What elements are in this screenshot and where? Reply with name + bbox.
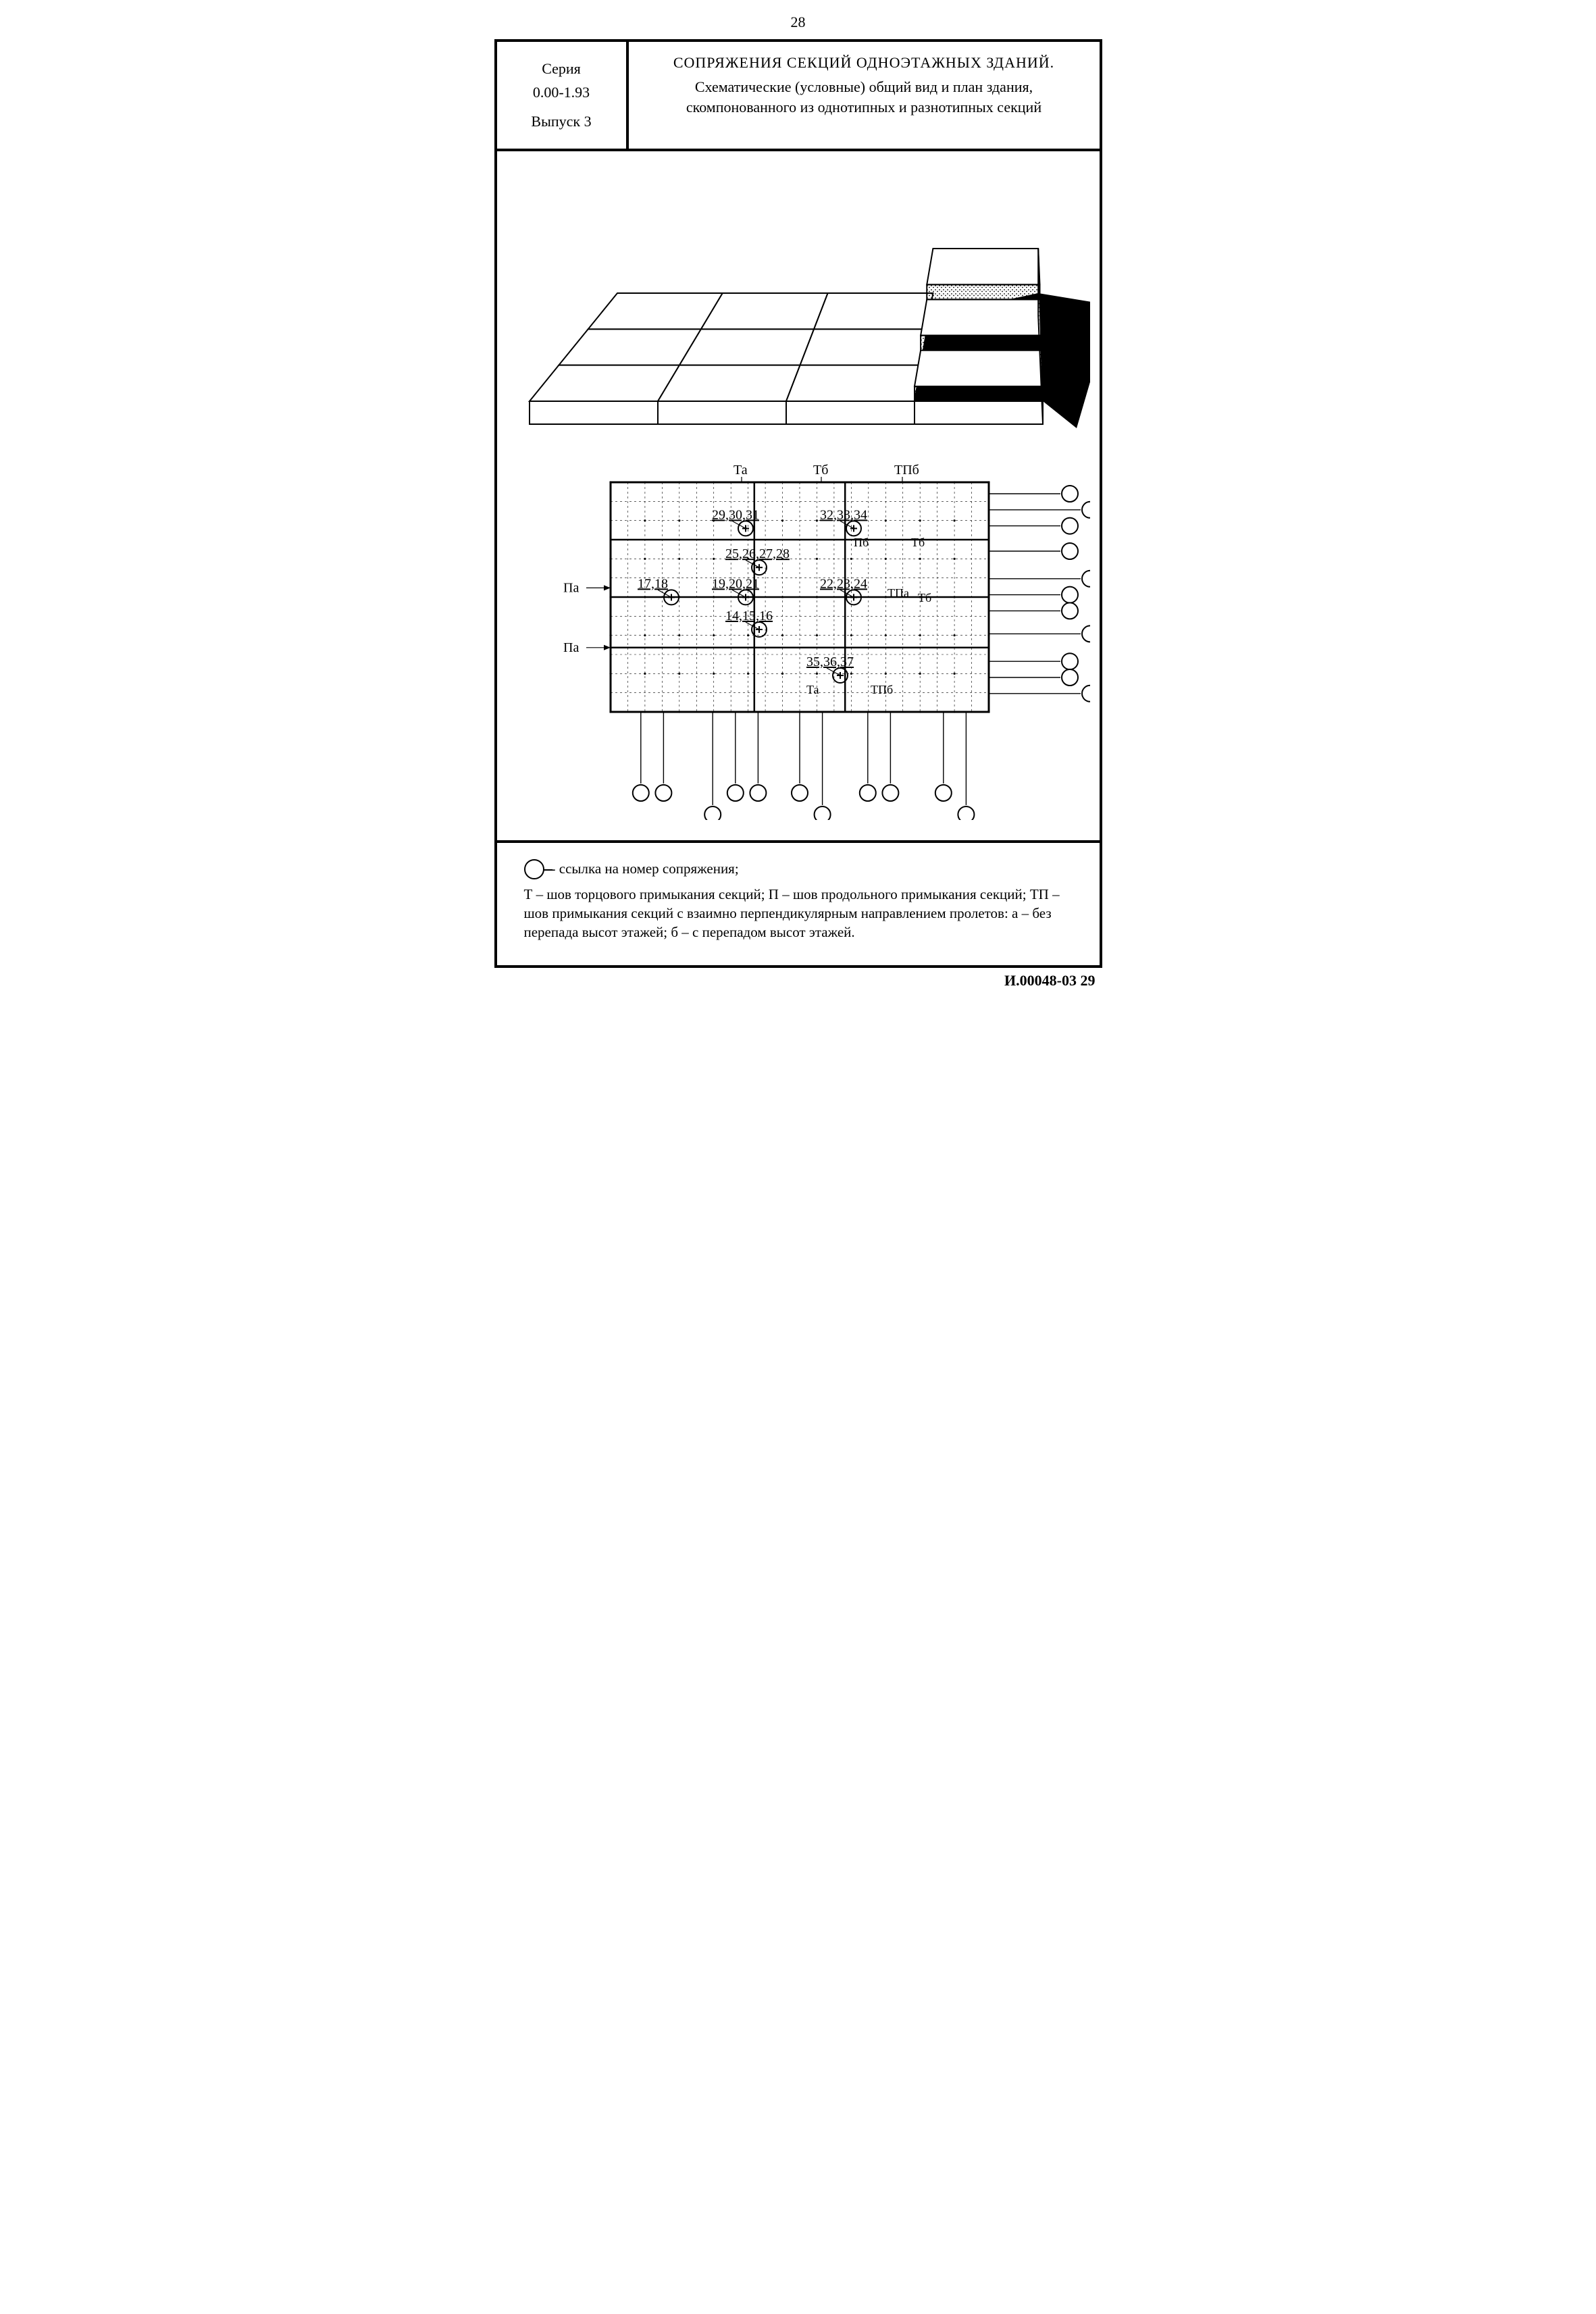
legend-row-1: - ссылка на номер сопряжения; bbox=[524, 859, 1073, 879]
legend-line1: - ссылка на номер сопряжения; bbox=[551, 859, 739, 878]
svg-text:17,18: 17,18 bbox=[638, 576, 668, 591]
page-number: 28 bbox=[494, 14, 1102, 31]
svg-text:ТПб: ТПб bbox=[871, 682, 893, 696]
document-frame: Серия 0.00-1.93 Выпуск 3 СОПРЯЖЕНИЯ СЕКЦ… bbox=[494, 39, 1102, 968]
title-sub: Схематические (условные) общий вид и пла… bbox=[648, 77, 1081, 117]
drawing-area: Та Тб ТПб Па Па Пб Тб ТПа Тб Та ТПб 29,30,31 32,33,3… bbox=[497, 151, 1100, 843]
series-value: 0.00-1.93 bbox=[503, 80, 621, 104]
title-main: СОПРЯЖЕНИЯ СЕКЦИЙ ОДНОЭТАЖНЫХ ЗДАНИЙ. bbox=[648, 54, 1081, 72]
svg-text:32,33,34: 32,33,34 bbox=[820, 507, 867, 522]
svg-text:25,26,27,28: 25,26,27,28 bbox=[725, 546, 790, 561]
legend-block: - ссылка на номер сопряжения; Т – шов то… bbox=[497, 843, 1100, 965]
plan-view: Та Тб ТПб Па Па Пб Тб ТПа Тб Та ТПб 29,30,31 32,33,3… bbox=[563, 463, 1090, 820]
drawing-svg-wrap: Та Тб ТПб Па Па Пб Тб ТПа Тб Та ТПб 29,30,31 32,33,3… bbox=[509, 172, 1087, 820]
svg-text:Тб: Тб bbox=[918, 590, 931, 604]
svg-text:Та: Та bbox=[806, 682, 819, 696]
svg-text:Па: Па bbox=[563, 580, 579, 595]
svg-text:ТПа: ТПа bbox=[887, 586, 909, 600]
drawing-svg: Та Тб ТПб Па Па Пб Тб ТПа Тб Та ТПб 29,30,31 32,33,3… bbox=[509, 172, 1090, 820]
footer-code: И.00048-03 29 bbox=[494, 972, 1102, 989]
svg-text:19,20,21: 19,20,21 bbox=[712, 576, 759, 591]
svg-text:Тб: Тб bbox=[911, 536, 925, 549]
iso-view bbox=[530, 249, 1090, 428]
reference-circle-icon bbox=[524, 859, 544, 879]
title-block: Серия 0.00-1.93 Выпуск 3 СОПРЯЖЕНИЯ СЕКЦ… bbox=[497, 42, 1100, 151]
page: 28 Серия 0.00-1.93 Выпуск 3 СОПРЯЖЕНИЯ С… bbox=[494, 14, 1102, 989]
series-cell: Серия 0.00-1.93 Выпуск 3 bbox=[497, 42, 629, 149]
title-cell: СОПРЯЖЕНИЯ СЕКЦИЙ ОДНОЭТАЖНЫХ ЗДАНИЙ. Сх… bbox=[629, 42, 1100, 149]
issue-label: Выпуск 3 bbox=[503, 109, 621, 133]
svg-text:29,30,31: 29,30,31 bbox=[712, 507, 759, 522]
legend-body: Т – шов торцового примыкания секций; П –… bbox=[524, 885, 1073, 942]
svg-text:35,36,37: 35,36,37 bbox=[806, 654, 854, 669]
svg-text:Та: Та bbox=[733, 463, 748, 478]
svg-text:Па: Па bbox=[563, 640, 579, 654]
series-label: Серия bbox=[503, 57, 621, 80]
svg-text:14,15,16: 14,15,16 bbox=[725, 609, 773, 623]
svg-text:22,23,24: 22,23,24 bbox=[820, 576, 867, 591]
svg-text:Тб: Тб bbox=[813, 463, 828, 478]
svg-text:ТПб: ТПб bbox=[894, 463, 919, 478]
svg-text:Пб: Пб bbox=[854, 536, 869, 549]
